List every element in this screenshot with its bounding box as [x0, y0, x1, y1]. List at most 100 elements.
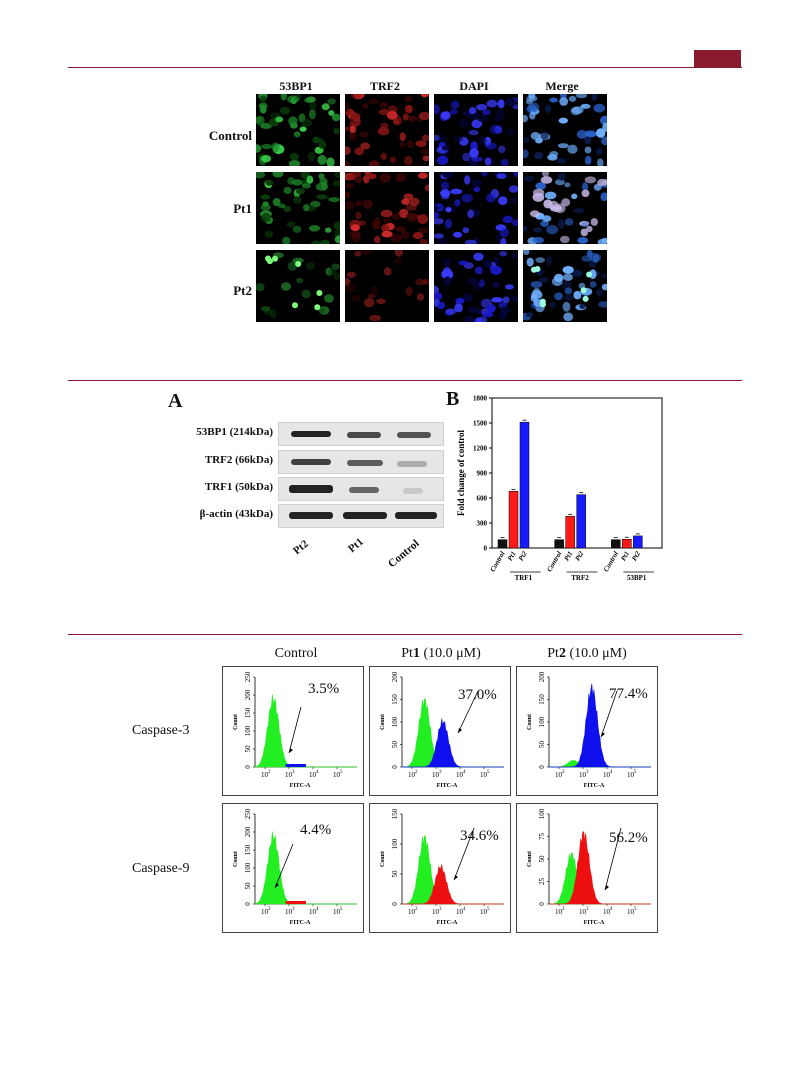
x-tick-label: 10 — [480, 908, 488, 916]
histogram-caspase-3-col0: 0 50 100 150 200 250 Count 10 2 10 3 10 4 10 5 FITC-A 3.… — [222, 666, 364, 796]
y-axis-label: Count — [233, 714, 239, 730]
percentage-label: 77.4% — [609, 686, 648, 702]
section-rule-2 — [68, 634, 742, 635]
x-tick-exponent: 3 — [586, 770, 589, 775]
histogram-caspase-9-col0: 0 50 100 150 200 250 Count 10 2 10 3 10 4 10 5 FITC-A 4.… — [222, 803, 364, 933]
arrow-head — [458, 728, 462, 733]
x-tick-exponent: 2 — [415, 770, 418, 775]
y-tick-label: 200 — [244, 826, 252, 837]
y-axis-label: Count — [527, 851, 533, 867]
category-label-trf2-control: Control — [545, 550, 563, 573]
x-tick-label: 10 — [579, 771, 587, 779]
category-label-trf2-pt1: Pt1 — [563, 550, 575, 562]
y-tick-label-5: 1500 — [473, 420, 488, 428]
x-tick-exponent: 3 — [292, 770, 295, 775]
x-tick-exponent: 4 — [610, 907, 613, 912]
x-tick-exponent: 5 — [634, 770, 637, 775]
x-tick-label: 10 — [555, 908, 563, 916]
y-tick-label-0: 0 — [484, 545, 488, 553]
pointer-arrow — [453, 827, 475, 881]
x-tick-label: 10 — [408, 908, 416, 916]
y-axis-label: Count — [233, 851, 239, 867]
x-axis-label: FITC-A — [437, 920, 458, 926]
percentage-label: 3.5% — [308, 681, 340, 697]
y-tick-label: 50 — [244, 745, 252, 753]
col-header-53bp1: 53BP1 — [279, 79, 313, 93]
y-tick-label: 50 — [244, 882, 252, 890]
micrograph-merge-pt2 — [523, 250, 607, 322]
blot-strip-trf1 — [278, 477, 444, 501]
arrow-head — [289, 748, 293, 753]
bar-trf1-pt2 — [519, 421, 530, 549]
histogram-caspase-3-col2: 0 50 100 150 200 Count 10 2 10 3 10 4 10 5 FITC-A 77.4% — [516, 666, 658, 796]
bar-53bp1-pt1 — [622, 539, 632, 549]
y-tick-label: 0 — [391, 902, 399, 906]
fc-col-header-pt2: Pt2 (10.0 μM) — [547, 646, 627, 661]
x-tick-label: 10 — [579, 908, 587, 916]
x-tick-label: 10 — [333, 771, 341, 779]
x-tick-exponent: 4 — [463, 907, 466, 912]
y-tick-label: 50 — [391, 741, 399, 749]
bar-trf2-control — [554, 539, 564, 549]
percentage-label: 34.6% — [460, 828, 499, 844]
x-tick-label: 10 — [627, 771, 635, 779]
y-tick-label: 150 — [391, 694, 399, 705]
x-tick-exponent: 4 — [316, 770, 319, 775]
x-tick-exponent: 3 — [292, 907, 295, 912]
category-label-53bp1-control: Control — [602, 550, 620, 573]
x-tick-label: 10 — [555, 771, 563, 779]
fc-row-label-caspase-3: Caspase-3 — [132, 723, 190, 738]
y-tick-label: 200 — [538, 671, 546, 682]
histogram-caspase-3-col1: 0 50 100 150 200 Count 10 2 10 3 10 4 10 5 FITC-A 37.0% — [369, 666, 511, 796]
y-tick-label: 50 — [538, 741, 546, 749]
lane-label-pt1: Pt1 — [346, 535, 366, 556]
blot-strip-trf2 — [278, 450, 444, 474]
blot-strip-53bp1 — [278, 422, 444, 446]
y-tick-label: 100 — [244, 725, 252, 736]
x-tick-exponent: 2 — [562, 907, 565, 912]
x-tick-label: 10 — [627, 908, 635, 916]
histogram-apoptotic-peak — [549, 683, 651, 768]
x-tick-label: 10 — [333, 908, 341, 916]
col-header-merge: Merge — [545, 79, 579, 93]
pointer-arrow — [600, 690, 618, 738]
x-tick-exponent: 3 — [439, 907, 442, 912]
x-tick-exponent: 2 — [562, 770, 565, 775]
x-tick-exponent: 4 — [610, 770, 613, 775]
fc-col-header-control: Control — [274, 646, 318, 661]
x-tick-exponent: 5 — [340, 907, 343, 912]
x-tick-label: 10 — [432, 771, 440, 779]
x-tick-exponent: 4 — [316, 907, 319, 912]
y-tick-label: 25 — [538, 878, 546, 886]
bar-trf2-pt2 — [576, 494, 586, 549]
micrograph-merge-pt1 — [523, 172, 607, 244]
x-tick-label: 10 — [285, 771, 293, 779]
arrow-head — [605, 885, 609, 890]
micrograph-53bp1-pt1 — [256, 172, 340, 244]
x-axis-label: FITC-A — [584, 783, 605, 789]
y-tick-label: 100 — [538, 808, 546, 819]
x-tick-label: 10 — [309, 908, 317, 916]
group-label-53bp1: 53BP1 — [627, 574, 647, 582]
micrograph-merge-control — [523, 94, 607, 166]
histogram-apoptotic-peak — [402, 864, 504, 905]
histogram-apoptotic-peak — [549, 831, 651, 905]
micrograph-trf2-control — [345, 94, 429, 166]
fold-change-chart: 0 300 600 900 1200 1500 1800 Fold change of con… — [456, 395, 663, 582]
y-tick-label: 150 — [244, 707, 252, 718]
blot-strip-beta-actin — [278, 504, 444, 528]
y-tick-label: 50 — [538, 855, 546, 863]
y-tick-label: 100 — [538, 716, 546, 727]
y-tick-label-6: 1800 — [473, 395, 488, 403]
y-tick-label-3: 900 — [477, 470, 488, 478]
top-rule — [68, 67, 742, 68]
histogram-live-peak — [549, 852, 651, 905]
histogram-live-peak — [254, 831, 357, 905]
x-tick-exponent: 2 — [268, 770, 271, 775]
x-tick-exponent: 2 — [415, 907, 418, 912]
blot-label-53bp1: 53BP1 (214kDa) — [196, 426, 273, 438]
histogram-caspase-9-col1: 0 50 100 150 Count 10 2 10 3 10 4 10 5 FITC-A 34.6% — [369, 803, 511, 933]
page-corner-tab — [694, 50, 741, 67]
x-tick-exponent: 4 — [463, 770, 466, 775]
x-axis-label: FITC-A — [584, 920, 605, 926]
